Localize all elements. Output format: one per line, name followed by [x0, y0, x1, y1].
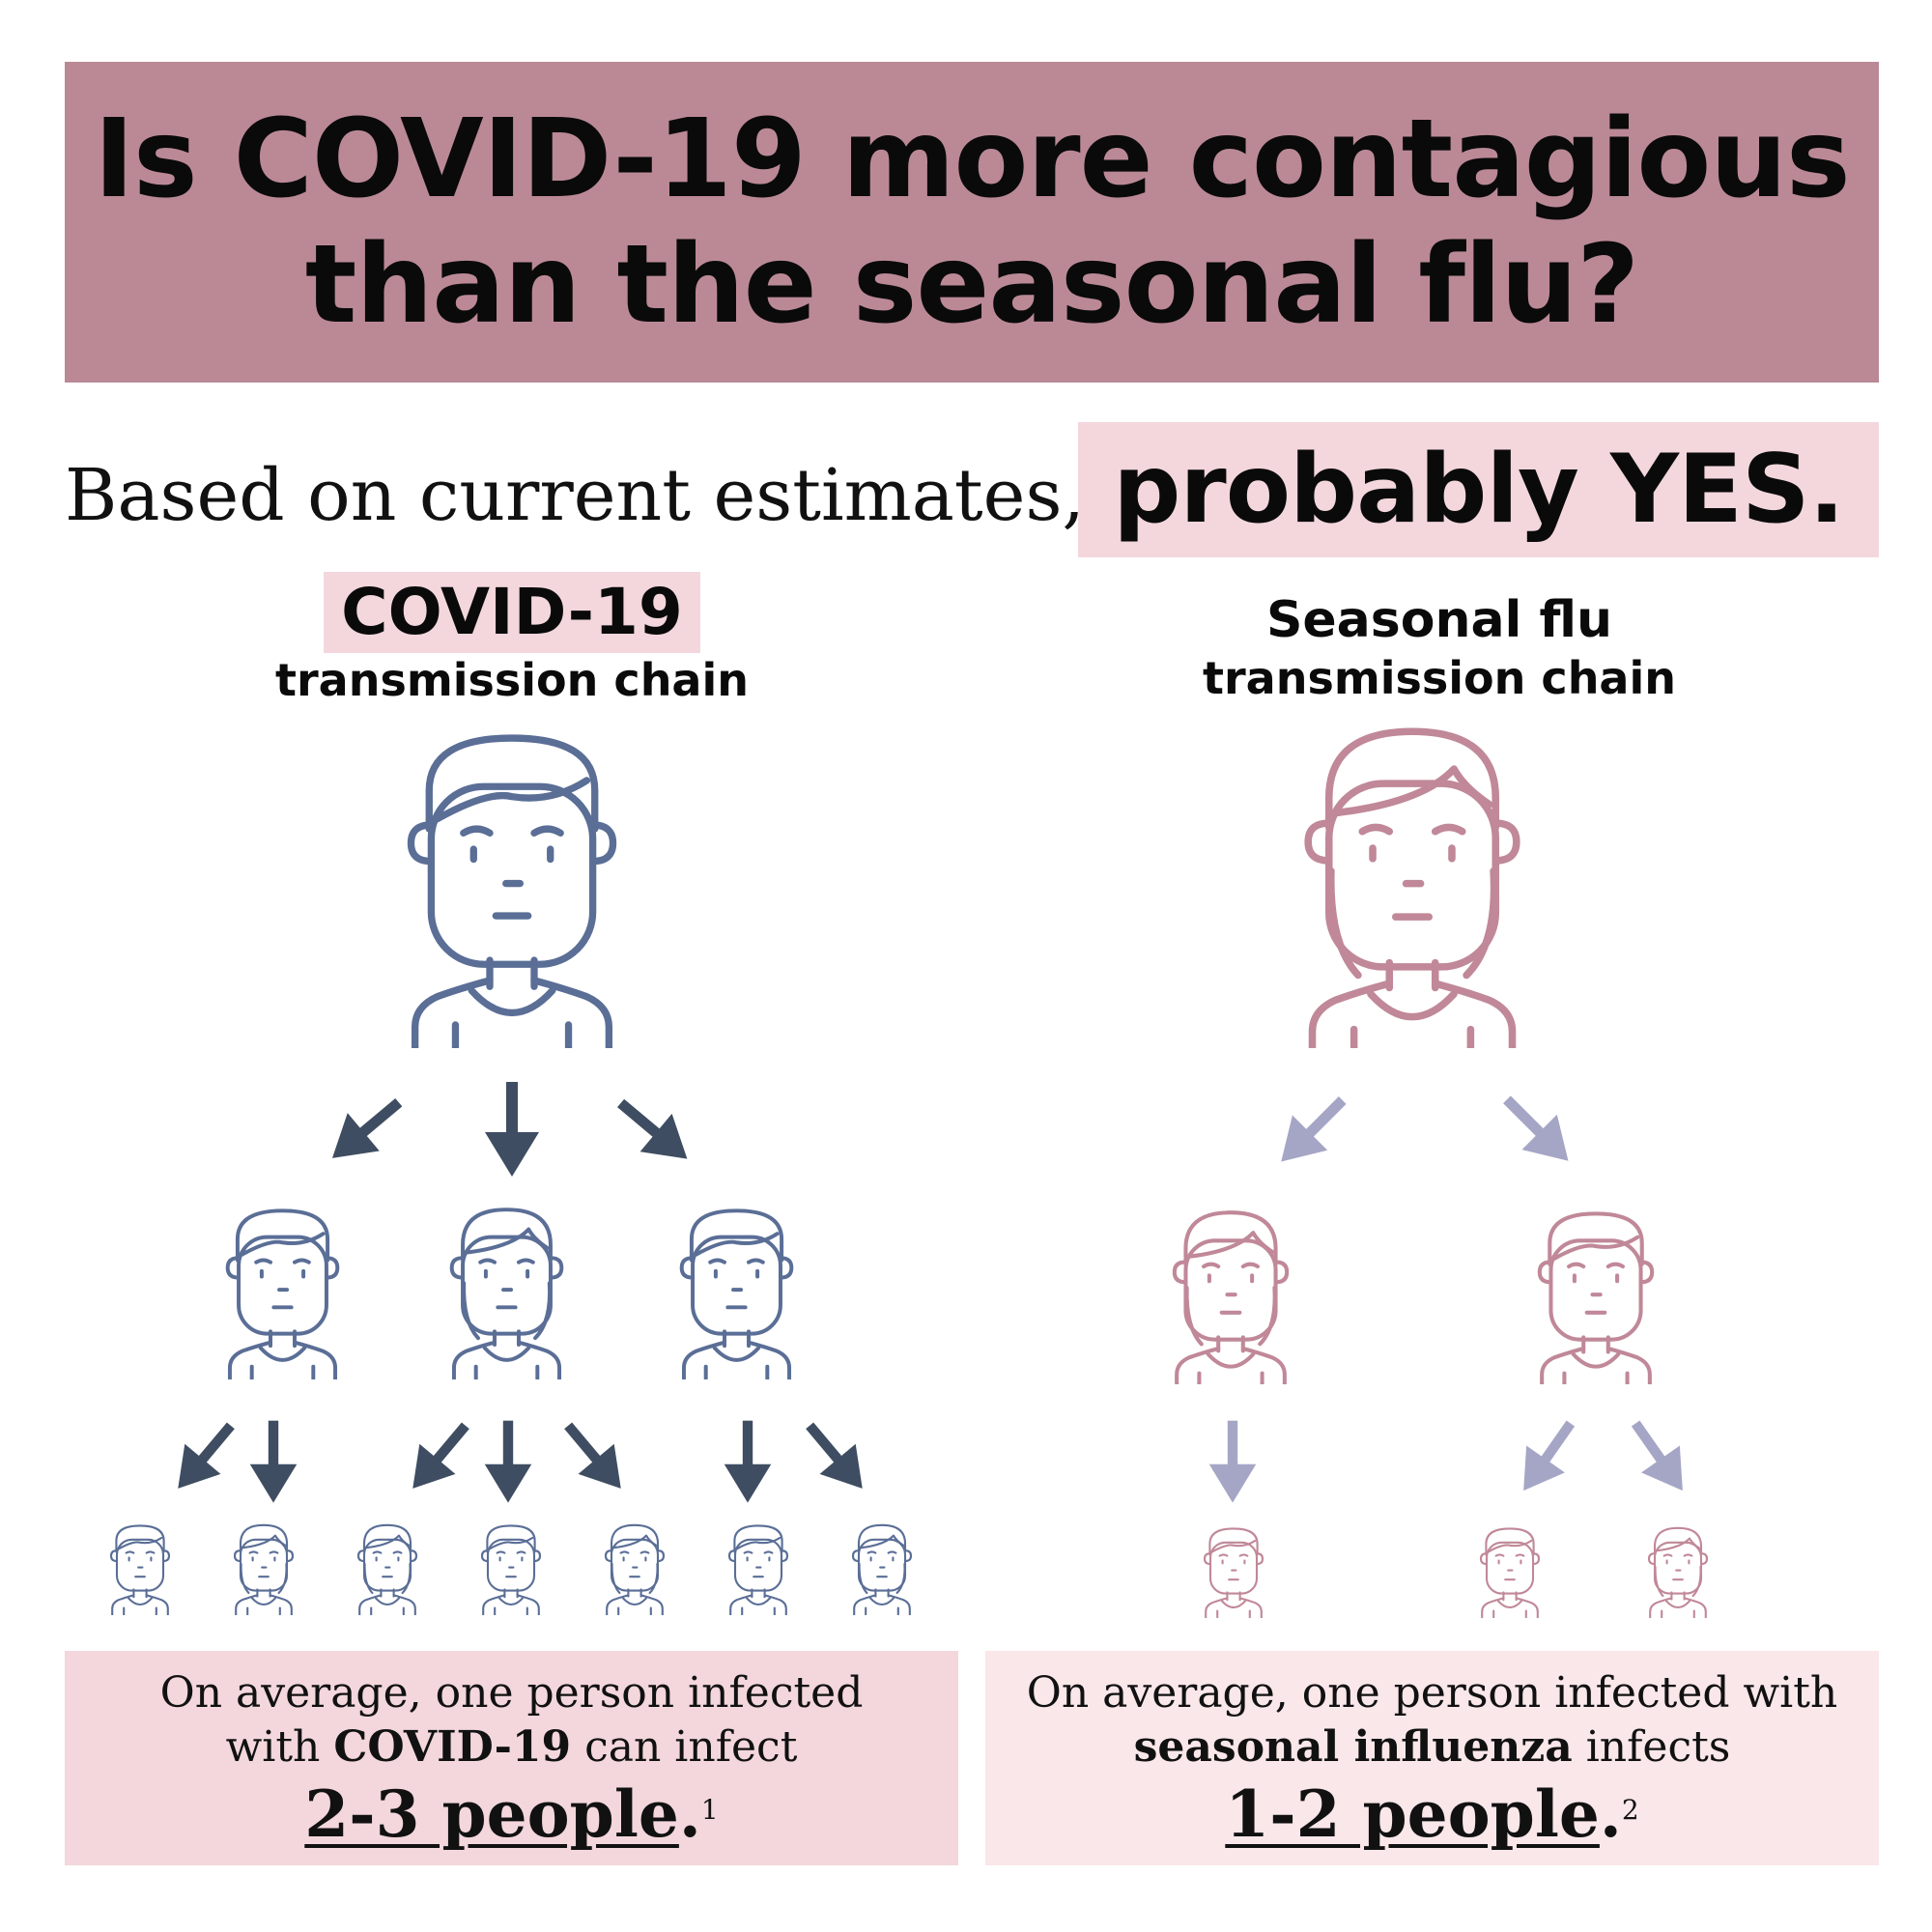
flu-summary-bold: seasonal influenza [1133, 1722, 1573, 1772]
flu-count-dot: . [1599, 1776, 1622, 1852]
arrow-icon [484, 1420, 532, 1503]
covid-generation-2-people [109, 1523, 913, 1615]
person-outline-icon [1203, 1527, 1264, 1618]
covid-generation-1-arrows [316, 1082, 703, 1179]
covid-summary-bold: COVID-19 [333, 1722, 572, 1772]
flu-summary-box: On average, one person infected with sea… [985, 1651, 1879, 1865]
arrow-icon [394, 1410, 484, 1504]
flu-count: 1-2 people.2 [1225, 1775, 1638, 1850]
covid-subtitle: transmission chain [274, 654, 749, 706]
flu-source-person-icon [1308, 731, 1517, 1054]
person-outline-icon [1479, 1527, 1541, 1618]
person-outline-icon [480, 1524, 542, 1615]
flu-footnote: 2 [1621, 1794, 1639, 1826]
covid-count-value: 2-3 people [304, 1776, 679, 1852]
arrow-icon [249, 1420, 298, 1503]
covid-summary-after: can infect [571, 1722, 798, 1772]
person-outline-icon [356, 1523, 418, 1615]
covid-count: 2-3 people.1 [304, 1775, 718, 1850]
flu-count-value: 1-2 people [1225, 1776, 1600, 1852]
person-outline-icon [1647, 1526, 1709, 1618]
flu-summary-line-2: seasonal influenza infects [1134, 1720, 1731, 1775]
arrow-icon [791, 1410, 881, 1504]
covid-title: COVID-19 [324, 572, 700, 653]
person-outline-icon [604, 1523, 666, 1615]
person-outline-icon [1540, 1213, 1652, 1386]
covid-column-title: COVID-19 transmission chain [184, 572, 840, 707]
arrow-icon [1504, 1409, 1590, 1504]
person-outline-icon [109, 1524, 171, 1615]
covid-generation-2-arrows [159, 1410, 881, 1504]
answer-text: probably YES. [1113, 435, 1845, 545]
arrow-icon [1616, 1409, 1702, 1504]
arrow-icon [1264, 1082, 1360, 1179]
covid-source-person-icon [411, 738, 612, 1049]
arrow-icon [605, 1084, 703, 1179]
covid-transmission-chain [109, 738, 913, 1615]
flu-title: Seasonal flu [1265, 591, 1613, 649]
flu-transmission-chain [1175, 731, 1709, 1618]
person-outline-icon [228, 1210, 338, 1379]
title-line-1: Is COVID-19 more contagious [94, 97, 1850, 222]
flu-generation-1-arrows [1264, 1082, 1586, 1179]
covid-summary-line-2: with COVID-19 can infect [226, 1720, 798, 1775]
title-line-2: than the seasonal flu? [304, 222, 1639, 348]
person-outline-icon [851, 1523, 913, 1615]
arrow-icon [724, 1420, 772, 1503]
covid-summary-with: with [225, 1722, 334, 1772]
person-outline-icon [233, 1523, 295, 1615]
person-outline-icon [682, 1210, 792, 1379]
covid-footnote: 1 [700, 1794, 719, 1826]
person-outline-icon [1175, 1212, 1287, 1386]
covid-generation-1-people [228, 1209, 792, 1379]
covid-summary-line-1: On average, one person infected [159, 1668, 864, 1718]
flu-generation-2-arrows [1208, 1409, 1702, 1504]
title-banner: Is COVID-19 more contagious than the sea… [65, 62, 1879, 383]
flu-summary-after: infects [1572, 1722, 1731, 1772]
arrow-icon [159, 1410, 249, 1504]
intro-text: Based on current estimates, [65, 454, 1085, 537]
flu-column-title: Seasonal flu transmission chain [1111, 589, 1768, 705]
arrow-icon [485, 1082, 539, 1177]
flu-generation-1-people [1175, 1212, 1652, 1386]
flu-summary-line-1: On average, one person infected with [1026, 1668, 1838, 1718]
arrow-icon [316, 1083, 415, 1178]
arrow-icon [1208, 1420, 1257, 1503]
person-outline-icon [727, 1524, 789, 1615]
flu-generation-2-people [1203, 1526, 1709, 1618]
covid-count-dot: . [678, 1776, 701, 1852]
covid-summary-box: On average, one person infected with COV… [65, 1651, 958, 1865]
flu-subtitle: transmission chain [1202, 652, 1676, 704]
person-outline-icon [452, 1209, 562, 1379]
answer-highlight: probably YES. [1078, 422, 1879, 557]
arrow-icon [1489, 1082, 1586, 1179]
arrow-icon [550, 1410, 639, 1504]
